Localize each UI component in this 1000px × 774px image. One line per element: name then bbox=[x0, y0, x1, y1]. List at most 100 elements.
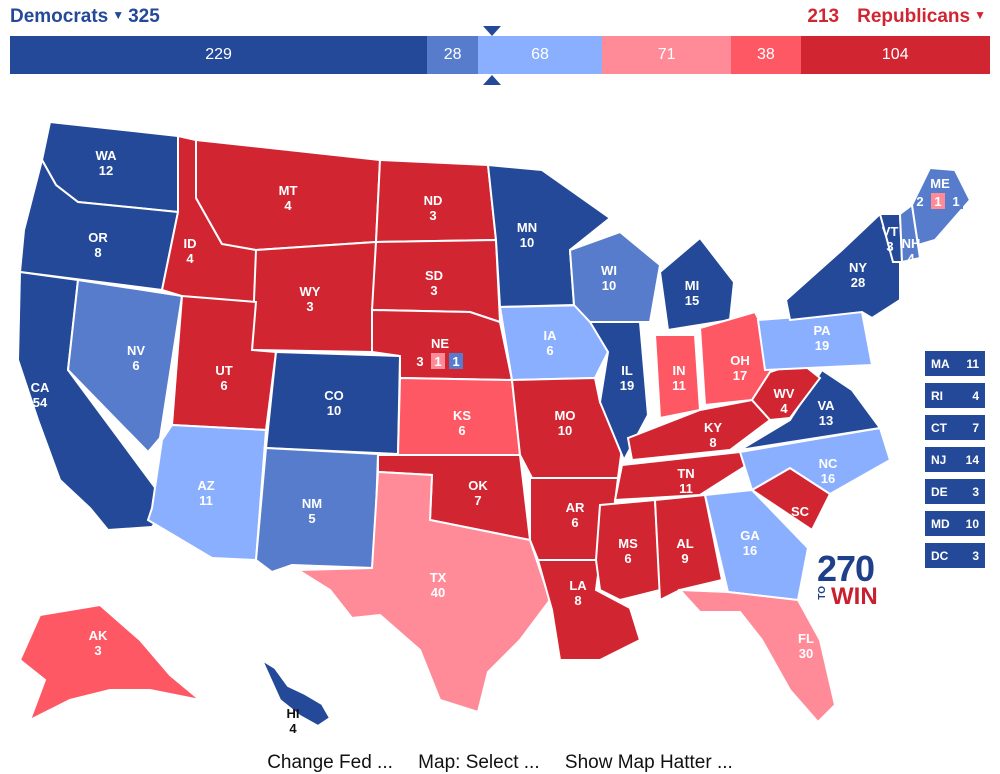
state-tn[interactable] bbox=[613, 450, 754, 502]
state-ev-vt: 3 bbox=[886, 239, 893, 254]
district-ev-me: 1 bbox=[934, 194, 941, 209]
state-fl[interactable] bbox=[677, 588, 837, 724]
state-label-ga: GA bbox=[740, 528, 760, 543]
270towin-logo: 270 TO WIN bbox=[813, 548, 883, 610]
state-ev-tx: 40 bbox=[431, 585, 445, 600]
state-label-wa: WA bbox=[96, 148, 118, 163]
district-ev-me: 2 bbox=[916, 194, 923, 209]
district-box-ne[interactable] bbox=[431, 353, 445, 369]
state-ev-nm: 5 bbox=[308, 511, 315, 526]
state-ev-wa: 12 bbox=[99, 163, 113, 178]
state-label-mt: MT bbox=[279, 183, 298, 198]
state-ev-mn: 10 bbox=[520, 235, 534, 250]
small-state-ct[interactable]: CT 7 bbox=[925, 415, 985, 440]
state-az[interactable] bbox=[146, 423, 268, 562]
state-label-tx: TX bbox=[430, 570, 447, 585]
state-wv[interactable] bbox=[750, 360, 822, 422]
small-state-ev: 3 bbox=[972, 548, 979, 563]
small-state-abbr: CT bbox=[931, 420, 947, 435]
state-label-nh: NH bbox=[902, 236, 921, 251]
state-ev-fl: 30 bbox=[799, 646, 813, 661]
democrats-total[interactable]: Democrats ▼ 325 bbox=[10, 6, 160, 28]
footer-link-3[interactable]: Show Map Hatter ... bbox=[564, 752, 733, 773]
state-ak[interactable] bbox=[18, 603, 201, 723]
state-label-nm: NM bbox=[302, 496, 322, 511]
state-ev-in: 11 bbox=[672, 378, 686, 393]
state-tx[interactable] bbox=[294, 470, 552, 714]
state-label-wi: WI bbox=[601, 263, 617, 278]
state-ev-va: 13 bbox=[819, 413, 833, 428]
state-ev-nv: 6 bbox=[132, 358, 139, 373]
state-ev-wv: 4 bbox=[780, 401, 788, 416]
footer-link-1[interactable]: Change Fed ... bbox=[267, 752, 393, 773]
state-ev-ks: 6 bbox=[458, 423, 465, 438]
state-label-fl: FL bbox=[798, 631, 814, 646]
logo-win: WIN bbox=[831, 583, 878, 610]
state-il[interactable] bbox=[588, 321, 650, 463]
small-state-dc[interactable]: DC 3 bbox=[925, 543, 985, 568]
district-box-me[interactable] bbox=[949, 193, 963, 209]
republicans-label: Republicans bbox=[857, 6, 971, 27]
state-ev-ak: 3 bbox=[94, 643, 101, 658]
state-label-mn: MN bbox=[517, 220, 537, 235]
small-state-ev: 14 bbox=[965, 452, 979, 467]
small-state-ev: 10 bbox=[965, 516, 979, 531]
state-ev-ca: 54 bbox=[33, 395, 48, 410]
state-label-nc: NC bbox=[819, 456, 838, 471]
state-ev-tn: 11 bbox=[679, 481, 693, 496]
tally-segment-safe-dem: 229 bbox=[10, 36, 428, 74]
small-state-de[interactable]: DE 3 bbox=[925, 479, 985, 504]
democrats-label: Democrats bbox=[10, 6, 109, 27]
state-ev-il: 19 bbox=[620, 378, 634, 393]
state-label-tn: TN bbox=[677, 466, 694, 481]
state-va[interactable] bbox=[739, 368, 882, 451]
state-ev-ga: 16 bbox=[743, 543, 757, 558]
district-box-me[interactable] bbox=[931, 193, 945, 209]
state-ev-ar: 6 bbox=[571, 515, 578, 530]
small-state-md[interactable]: MD 10 bbox=[925, 511, 985, 536]
state-nv[interactable] bbox=[66, 278, 184, 454]
state-label-ia: IA bbox=[544, 328, 558, 343]
state-label-va: VA bbox=[817, 398, 835, 413]
state-label-mo: MO bbox=[555, 408, 576, 423]
small-state-ri[interactable]: RI 4 bbox=[925, 383, 985, 408]
state-nh[interactable] bbox=[898, 203, 922, 264]
state-label-la: LA bbox=[569, 578, 587, 593]
state-label-mi: MI bbox=[685, 278, 699, 293]
state-label-nv: NV bbox=[127, 343, 145, 358]
state-mo[interactable] bbox=[510, 376, 624, 479]
district-box-ne[interactable] bbox=[449, 353, 463, 369]
district-ev-me: 1 bbox=[952, 194, 959, 209]
small-state-nj[interactable]: NJ 14 bbox=[925, 447, 985, 472]
tally-segment-likely-rep: 38 bbox=[731, 36, 801, 74]
small-state-abbr: DC bbox=[931, 548, 949, 563]
logo-to: TO bbox=[817, 586, 828, 600]
us-electoral-map: WA12OR8CA54NV6ID4MT4WY3UT6AZ11CO10NM5ND3… bbox=[16, 120, 972, 736]
small-state-ev: 3 bbox=[972, 484, 979, 499]
state-ga[interactable] bbox=[703, 488, 810, 602]
caret-down-icon: ▼ bbox=[112, 8, 125, 22]
small-state-ma[interactable]: MA 11 bbox=[925, 351, 985, 376]
state-al[interactable] bbox=[653, 493, 724, 602]
state-mi[interactable] bbox=[658, 236, 736, 332]
small-state-list: MA 11 RI 4 CT 7 NJ 14 DE 3 MD 10 DC 3 bbox=[925, 351, 985, 575]
state-label-il: IL bbox=[621, 363, 633, 378]
state-label-id: ID bbox=[184, 236, 197, 251]
footer-link-2[interactable]: Map: Select ... bbox=[418, 752, 540, 773]
republicans-total[interactable]: 213 Republicans ▼ bbox=[807, 6, 990, 28]
republicans-ev: 213 bbox=[807, 6, 840, 27]
small-state-abbr: RI bbox=[931, 388, 943, 403]
state-ev-al: 9 bbox=[681, 551, 688, 566]
totals-header: Democrats ▼ 325 213 Republicans ▼ bbox=[10, 6, 990, 32]
state-label-ky: KY bbox=[704, 420, 722, 435]
state-ev-mt: 4 bbox=[284, 198, 292, 213]
state-hi[interactable] bbox=[259, 657, 332, 728]
state-ny[interactable] bbox=[784, 212, 901, 322]
state-label-pa: PA bbox=[813, 323, 831, 338]
state-label-ar: AR bbox=[566, 500, 585, 515]
state-ev-mi: 15 bbox=[685, 293, 699, 308]
270-marker-bottom-icon bbox=[483, 75, 501, 85]
state-wi[interactable] bbox=[568, 230, 662, 323]
state-label-ks: KS bbox=[453, 408, 471, 423]
state-label-ne: NE bbox=[431, 336, 449, 351]
